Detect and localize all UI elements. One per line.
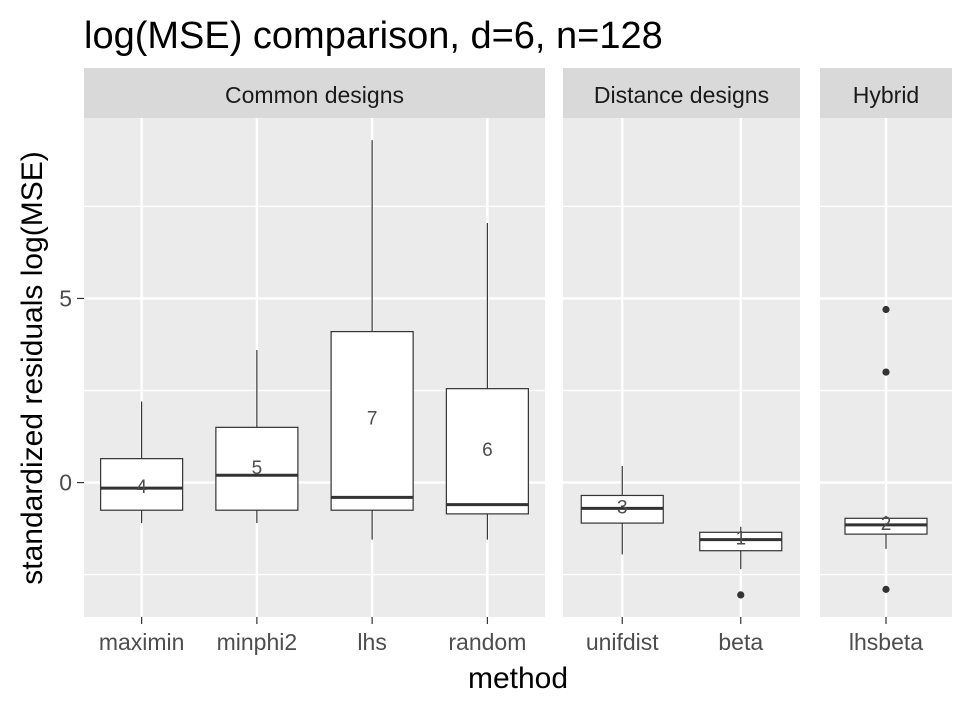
- outlier-point: [882, 368, 890, 376]
- x-tick-label: unifdist: [586, 629, 659, 655]
- box-iqr: [445, 388, 529, 515]
- box-lhsbeta: 2 lhsbeta: [844, 305, 928, 655]
- rank-label: 2: [881, 514, 892, 535]
- x-tick-label: minphi2: [217, 629, 298, 655]
- box-beta: 1 beta: [699, 526, 783, 655]
- facet-panel: Common designs 4 maximin 5 minphi2 7 lhs 6 rando…: [84, 68, 545, 655]
- facet-strip-label: Distance designs: [594, 82, 769, 108]
- facet-strip: [820, 68, 952, 118]
- x-tick-label: maximin: [99, 629, 185, 655]
- y-tick-label: 0: [59, 470, 72, 496]
- facet-strip: [563, 68, 800, 118]
- box-minphi2: 5 minphi2: [215, 350, 299, 655]
- rank-label: 1: [735, 529, 746, 550]
- chart-title: log(MSE) comparison, d=6, n=128: [84, 15, 663, 57]
- box-unifdist: 3 unifdist: [580, 466, 664, 655]
- y-axis: 05: [59, 285, 84, 496]
- x-tick-label: beta: [718, 629, 763, 655]
- panel-background: [84, 118, 545, 617]
- outlier-point: [882, 585, 890, 593]
- box-iqr: [330, 330, 414, 511]
- rank-label: 5: [252, 458, 263, 479]
- y-axis-title: standardized residuals log(MSE): [16, 151, 49, 585]
- box-iqr: [699, 531, 783, 552]
- box-random: 6 random: [445, 222, 529, 655]
- outlier-point: [882, 305, 890, 314]
- facet-strip: [84, 68, 545, 118]
- facet-strip-label: Common designs: [225, 82, 404, 108]
- x-tick-label: lhsbeta: [849, 629, 923, 655]
- x-tick-label: lhs: [357, 629, 386, 655]
- rank-label: 4: [136, 477, 147, 498]
- rank-label: 7: [367, 408, 378, 429]
- facet-panel: Hybrid 2 lhsbeta: [820, 68, 952, 655]
- y-tick-label: 5: [59, 285, 72, 311]
- x-axis-title: method: [468, 662, 568, 695]
- outlier-point: [737, 591, 745, 599]
- rank-label: 6: [482, 440, 493, 461]
- box-maximin: 4 maximin: [99, 401, 185, 655]
- box-iqr: [215, 426, 299, 511]
- rank-label: 3: [617, 497, 628, 518]
- box-iqr: [100, 458, 184, 511]
- facet-panel: Distance designs 3 unifdist 1 beta: [563, 68, 800, 655]
- facet-panels: Common designs 4 maximin 5 minphi2 7 lhs 6 rando…: [84, 68, 952, 655]
- facet-strip-label: Hybrid: [853, 82, 919, 108]
- x-tick-label: random: [448, 629, 526, 655]
- box-lhs: 7 lhs: [330, 140, 414, 655]
